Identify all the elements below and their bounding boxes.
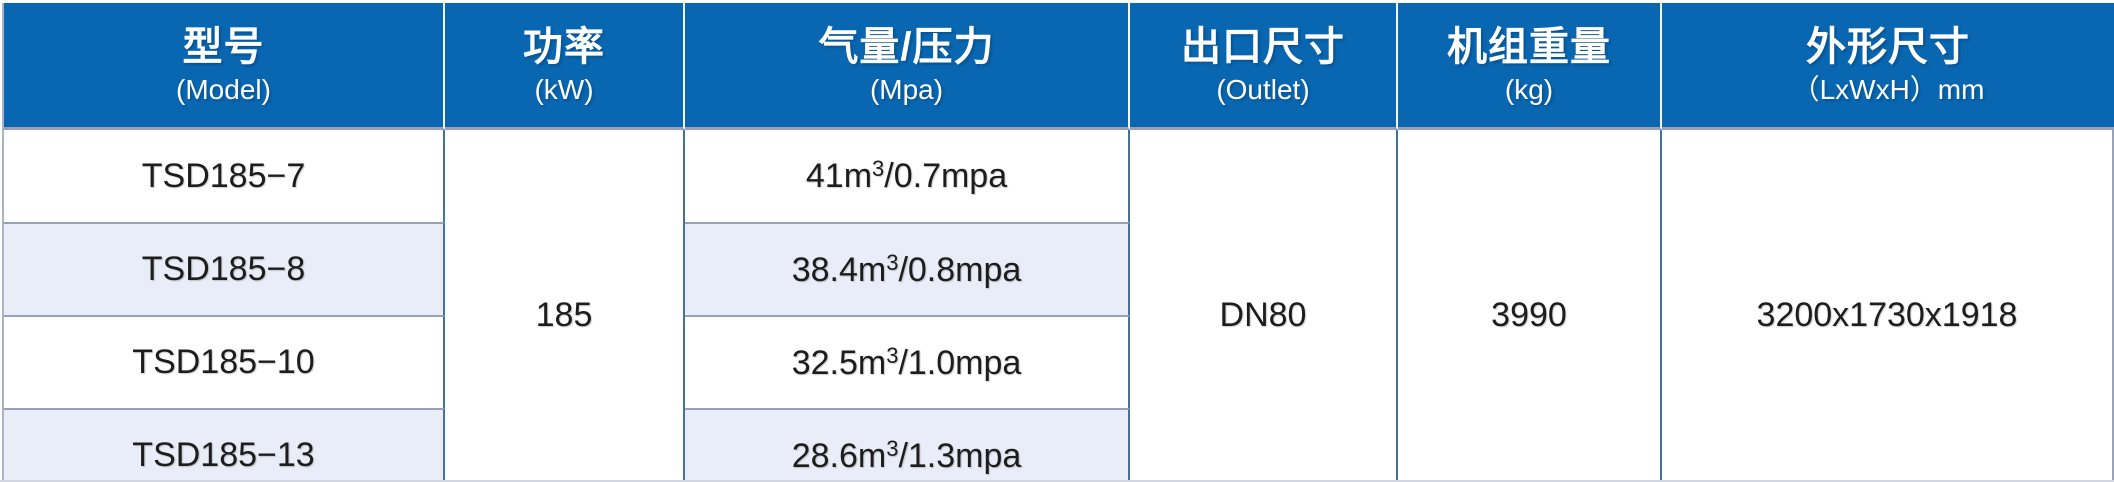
spec-table-grid: 型号 (Model) 功率 (kW) 气量/压力 (Mpa) 出口尺寸 (Out…: [2, 3, 2114, 482]
model-value: TSD185−13: [132, 436, 315, 474]
header-label-en: (kg): [1504, 73, 1554, 105]
header-label-en: (Outlet): [1216, 73, 1310, 105]
model-cell: TSD185−8: [4, 222, 445, 315]
header-label-en: (Model): [176, 73, 271, 105]
header-label-cn: 出口尺寸: [1181, 24, 1345, 69]
power-merged-cell: 185: [445, 130, 685, 482]
capacity-pressure-cell: 28.6m3/1.3mpa: [685, 408, 1130, 482]
header-cell-weight: 机组重量 (kg): [1398, 3, 1662, 130]
capacity-value: 32.5m3/1.0mpa: [791, 342, 1022, 382]
weight-value: 3990: [1491, 296, 1567, 334]
model-cell: TSD185−10: [4, 315, 445, 408]
header-cell-outlet: 出口尺寸 (Outlet): [1130, 3, 1398, 130]
superscript-3: 3: [886, 342, 899, 368]
outlet-value: DN80: [1219, 296, 1307, 334]
header-label-en: (Mpa): [869, 73, 944, 105]
header-label-en: (kW): [534, 73, 594, 105]
header-label-cn: 外形尺寸: [1806, 24, 1970, 69]
superscript-3: 3: [886, 435, 899, 461]
model-cell: TSD185−7: [4, 130, 445, 222]
model-cell: TSD185−13: [4, 408, 445, 482]
model-value: TSD185−10: [132, 343, 315, 381]
capacity-pressure-cell: 32.5m3/1.0mpa: [685, 315, 1130, 408]
superscript-3: 3: [886, 249, 899, 275]
outlet-merged-cell: DN80: [1130, 130, 1398, 482]
header-label-en: （LxWxH）mm: [1791, 73, 1985, 105]
header-cell-model: 型号 (Model): [4, 3, 445, 130]
capacity-pressure-cell: 41m3/0.7mpa: [685, 130, 1130, 222]
header-cell-dimensions: 外形尺寸 （LxWxH）mm: [1662, 3, 2114, 130]
superscript-3: 3: [872, 156, 885, 181]
header-label-cn: 型号: [182, 24, 265, 69]
capacity-value: 41m3/0.7mpa: [805, 156, 1008, 195]
capacity-pressure-cell: 38.4m3/0.8mpa: [685, 222, 1130, 315]
header-label-cn: 功率: [523, 24, 605, 69]
weight-merged-cell: 3990: [1398, 130, 1662, 482]
model-value: TSD185−7: [141, 156, 306, 195]
capacity-value: 38.4m3/0.8mpa: [791, 249, 1022, 289]
dimensions-merged-cell: 3200x1730x1918: [1662, 130, 2114, 482]
header-label-cn: 机组重量: [1447, 24, 1611, 69]
capacity-value: 28.6m3/1.3mpa: [791, 435, 1022, 475]
table-bottom-edge: [0, 480, 2114, 482]
model-value: TSD185−8: [141, 250, 306, 288]
header-cell-power: 功率 (kW): [445, 3, 685, 130]
header-label-cn: 气量/压力: [818, 24, 995, 69]
power-value: 185: [535, 296, 593, 334]
dimensions-value: 3200x1730x1918: [1756, 296, 2018, 334]
header-cell-capacity-pressure: 气量/压力 (Mpa): [685, 3, 1130, 130]
